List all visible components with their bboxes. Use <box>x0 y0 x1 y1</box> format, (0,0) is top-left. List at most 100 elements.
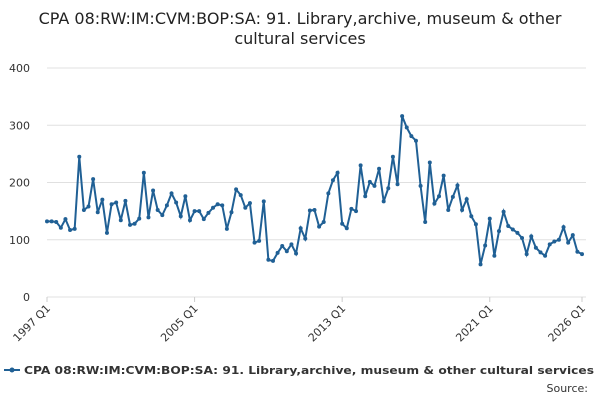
data-point <box>68 228 73 233</box>
data-point <box>473 222 478 227</box>
data-point <box>372 183 377 188</box>
data-point <box>206 210 211 215</box>
x-tick-label: 2021 Q1 <box>453 302 496 345</box>
data-point <box>146 215 151 220</box>
y-tick-label: 400 <box>9 62 30 75</box>
data-point <box>510 227 515 232</box>
data-point <box>72 226 77 231</box>
data-point <box>520 236 525 241</box>
data-point <box>570 233 575 238</box>
data-point <box>294 251 299 256</box>
data-point <box>63 217 68 222</box>
data-point <box>109 202 114 207</box>
data-point <box>566 240 571 245</box>
data-point <box>77 154 82 159</box>
data-point <box>137 216 142 221</box>
data-point <box>478 262 483 267</box>
data-point <box>533 245 538 250</box>
data-point <box>395 182 400 187</box>
data-point <box>183 194 188 199</box>
data-point <box>381 199 386 204</box>
data-point <box>192 209 197 214</box>
data-point <box>432 201 437 206</box>
data-point <box>354 209 359 214</box>
data-point <box>575 249 580 254</box>
legend-label: CPA 08:RW:IM:CVM:BOP:SA: 91. Library,arc… <box>24 364 594 377</box>
data-point <box>335 170 340 175</box>
data-point <box>215 202 220 207</box>
y-tick-label: 200 <box>9 177 30 190</box>
legend-item: CPA 08:RW:IM:CVM:BOP:SA: 91. Library,arc… <box>4 364 594 377</box>
data-point <box>487 216 492 221</box>
data-point <box>54 220 59 225</box>
data-point <box>312 207 317 212</box>
data-point <box>418 183 423 188</box>
data-point <box>270 258 275 263</box>
data-point <box>455 183 460 188</box>
data-point <box>427 160 432 165</box>
data-point <box>469 214 474 219</box>
data-point <box>450 194 455 199</box>
data-point <box>390 154 395 159</box>
data-point <box>321 220 326 225</box>
data-point <box>243 205 248 210</box>
data-point <box>358 163 363 168</box>
data-point <box>257 238 262 243</box>
data-point <box>174 200 179 205</box>
data-point <box>409 134 414 139</box>
data-point <box>224 226 229 231</box>
data-point <box>91 177 96 182</box>
data-point <box>580 252 584 257</box>
data-point <box>104 230 109 235</box>
data-point <box>330 178 335 183</box>
data-point <box>49 219 54 224</box>
x-tick-label: 2026 Q1 <box>546 302 589 345</box>
x-tick-label: 2005 Q1 <box>158 302 201 345</box>
data-point <box>178 214 183 219</box>
data-point <box>155 207 160 212</box>
y-tick-label: 100 <box>9 234 30 247</box>
data-point <box>238 193 243 198</box>
data-point <box>160 213 165 218</box>
data-point <box>561 225 566 230</box>
data-point <box>197 209 202 214</box>
data-point <box>515 230 520 235</box>
data-point <box>501 209 506 214</box>
data-point <box>326 191 331 196</box>
data-point <box>114 200 119 205</box>
y-tick-label: 0 <box>23 291 30 304</box>
data-point <box>45 219 49 224</box>
data-point <box>404 125 409 130</box>
chart-title: CPA 08:RW:IM:CVM:BOP:SA: 91. Library,arc… <box>39 9 562 48</box>
data-point <box>524 252 529 257</box>
data-point <box>363 194 368 199</box>
data-point <box>552 239 557 244</box>
data-point <box>538 250 543 255</box>
data-point <box>298 226 303 231</box>
data-point <box>349 206 354 211</box>
data-point <box>169 191 174 196</box>
data-point <box>464 197 469 202</box>
data-point <box>275 250 280 255</box>
legend-marker <box>9 367 15 373</box>
data-point <box>377 166 382 171</box>
data-point <box>280 244 285 249</box>
data-point <box>441 173 446 178</box>
data-point <box>128 222 133 227</box>
data-point <box>496 229 501 234</box>
data-point <box>289 242 294 247</box>
data-point <box>141 170 146 175</box>
data-point <box>446 207 451 212</box>
data-point <box>386 186 391 191</box>
data-point <box>492 253 497 258</box>
data-point <box>317 224 322 229</box>
data-point <box>132 221 137 226</box>
data-point <box>483 243 488 248</box>
data-point <box>81 207 86 212</box>
data-point <box>118 218 123 223</box>
data-point <box>423 220 428 225</box>
data-point <box>506 224 511 229</box>
data-point <box>307 208 312 213</box>
data-point <box>437 194 442 199</box>
